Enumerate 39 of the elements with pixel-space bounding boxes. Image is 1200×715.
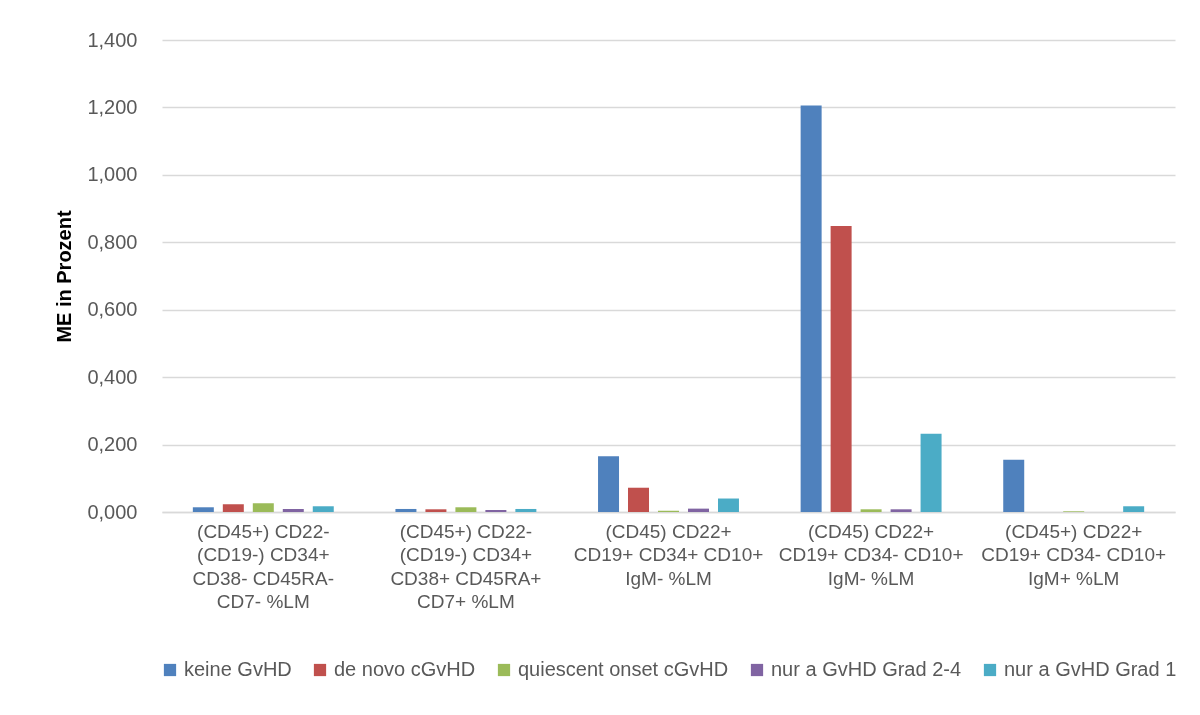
bar bbox=[860, 509, 882, 512]
bar bbox=[1003, 459, 1025, 512]
legend-label: de novo cGvHD bbox=[334, 658, 476, 680]
bar bbox=[515, 508, 537, 512]
legend-label: quiescent onset cGvHD bbox=[518, 658, 729, 680]
y-axis-title: ME in Prozent bbox=[53, 210, 76, 343]
x-tick-label: (CD45) CD22+ CD19+ CD34- CD10+ IgM- %LM bbox=[778, 520, 964, 589]
x-tick-label: (CD45+) CD22- (CD19-) CD34+ CD38+ CD45RA+ CD7+ %LM bbox=[390, 520, 542, 612]
legend-label: nur a GvHD Grad 2-4 bbox=[771, 658, 962, 680]
bar bbox=[282, 508, 304, 512]
bar bbox=[485, 509, 507, 512]
bar bbox=[455, 507, 477, 512]
bar bbox=[800, 105, 822, 512]
x-tick-label: (CD45) CD22+ CD19+ CD34+ CD10+ IgM- %LM bbox=[573, 520, 764, 589]
y-tick-label: 0,400 bbox=[87, 365, 138, 388]
x-tick-label: (CD45+) CD22- (CD19-) CD34+ CD38- CD45RA- CD7- %LM bbox=[192, 520, 335, 612]
bar bbox=[222, 504, 244, 512]
bar bbox=[425, 509, 447, 512]
bar bbox=[192, 507, 214, 512]
y-tick-label: 0,000 bbox=[87, 500, 138, 523]
bar bbox=[830, 226, 852, 512]
bar bbox=[890, 509, 912, 512]
y-tick-label: 0,200 bbox=[87, 433, 138, 456]
bar bbox=[628, 487, 650, 512]
y-tick-label: 0,800 bbox=[87, 230, 138, 253]
bar bbox=[312, 506, 334, 512]
bar bbox=[598, 456, 620, 512]
y-tick-label: 1,200 bbox=[87, 95, 138, 118]
bar bbox=[920, 433, 942, 512]
legend-label: nur a GvHD Grad 1 bbox=[1004, 658, 1177, 680]
bar bbox=[252, 503, 274, 512]
y-tick-label: 1,400 bbox=[87, 28, 138, 51]
y-tick-label: 0,600 bbox=[87, 298, 138, 321]
bar bbox=[1123, 506, 1145, 512]
bar bbox=[395, 508, 417, 512]
x-tick-label: (CD45+) CD22+ CD19+ CD34- CD10+ IgM+ %LM bbox=[981, 520, 1167, 589]
y-tick-label: 1,000 bbox=[87, 163, 138, 186]
legend-label: keine GvHD bbox=[184, 658, 292, 680]
bar bbox=[717, 498, 739, 512]
